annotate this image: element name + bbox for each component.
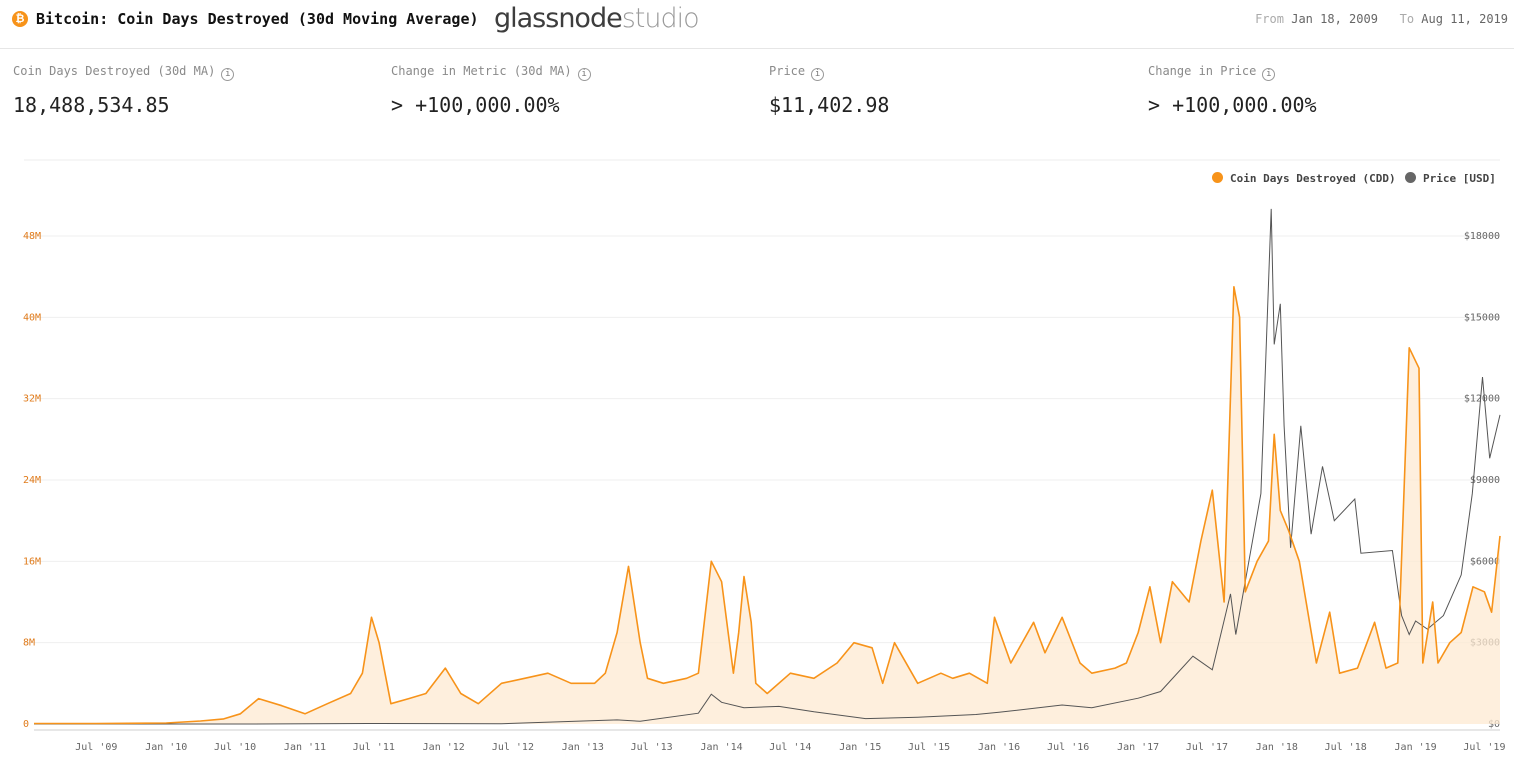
stat-change-metric: Change in Metric (30d MA) i > +100,000.00… (391, 64, 591, 117)
from-date[interactable]: Jan 18, 2009 (1291, 12, 1378, 26)
x-axis-tick: Jan '18 (1256, 742, 1298, 753)
header-bar: ₿ Bitcoin: Coin Days Destroyed (30d Movi… (0, 0, 1514, 49)
legend-item-price[interactable]: Price [USD] (1405, 172, 1496, 185)
x-axis-tick: Jul '19 (1463, 742, 1505, 753)
stat-label: Change in Metric (30d MA) (391, 64, 572, 78)
x-axis-tick: Jul '11 (353, 742, 395, 753)
legend-label: Coin Days Destroyed (CDD) (1230, 172, 1396, 185)
brand-sub: studio (621, 3, 700, 34)
x-axis-tick: Jul '09 (75, 742, 117, 753)
right-axis-tick: $12000 (1464, 394, 1500, 405)
x-axis-tick: Jan '17 (1117, 742, 1159, 753)
left-axis-tick: 8M (23, 638, 35, 649)
to-label: To (1399, 12, 1415, 26)
left-axis-tick: 48M (23, 231, 41, 242)
stat-cdd: Coin Days Destroyed (30d MA) i 18,488,534… (13, 64, 235, 117)
left-axis-tick: 32M (23, 394, 41, 405)
x-axis-tick: Jan '16 (978, 742, 1020, 753)
date-range[interactable]: From Jan 18, 2009 To Aug 11, 2019 (1255, 12, 1508, 26)
info-icon[interactable]: i (1262, 68, 1276, 81)
right-axis-tick: $15000 (1464, 312, 1500, 323)
info-icon[interactable]: i (577, 68, 591, 81)
stat-label: Price (769, 64, 806, 78)
x-axis-tick: Jul '16 (1047, 742, 1089, 753)
right-axis-tick: $3000 (1470, 638, 1500, 649)
legend-label: Price [USD] (1423, 172, 1496, 185)
x-axis-tick: Jul '17 (1186, 742, 1228, 753)
left-axis-tick: 16M (23, 556, 41, 567)
right-axis-tick: $9000 (1470, 475, 1500, 486)
x-axis-tick: Jan '19 (1395, 742, 1437, 753)
x-axis-tick: Jul '13 (631, 742, 673, 753)
from-label: From (1255, 12, 1284, 26)
right-axis-tick: $18000 (1464, 231, 1500, 242)
stat-label: Change in Price (1148, 64, 1257, 78)
x-axis-tick: Jul '14 (769, 742, 811, 753)
stat-value: > +100,000.00% (391, 93, 560, 117)
brand-main: glassnode (494, 3, 623, 34)
bitcoin-icon: ₿ (12, 11, 28, 27)
x-axis-tick: Jul '12 (492, 742, 534, 753)
page-title: Bitcoin: Coin Days Destroyed (30d Moving… (36, 10, 479, 28)
left-axis-tick: 24M (23, 475, 41, 486)
x-axis-tick: Jan '10 (145, 742, 187, 753)
x-axis-tick: Jan '12 (423, 742, 465, 753)
legend-dot-cdd (1212, 172, 1223, 183)
stat-value: $11,402.98 (769, 93, 890, 117)
x-axis-tick: Jul '18 (1325, 742, 1367, 753)
x-axis-tick: Jan '15 (839, 742, 881, 753)
to-date[interactable]: Aug 11, 2019 (1421, 12, 1508, 26)
x-axis-tick: Jul '10 (214, 742, 256, 753)
x-axis-tick: Jan '11 (284, 742, 326, 753)
legend-item-cdd[interactable]: Coin Days Destroyed (CDD) (1212, 172, 1396, 185)
x-axis-tick: Jul '15 (908, 742, 950, 753)
stat-value: 18,488,534.85 (13, 93, 170, 117)
info-icon[interactable]: i (221, 68, 235, 81)
left-axis-tick: 0 (23, 719, 29, 730)
info-icon[interactable]: i (811, 68, 825, 81)
stat-change-price: Change in Price i > +100,000.00% (1148, 64, 1317, 117)
right-axis-tick: $6000 (1470, 556, 1500, 567)
x-axis-tick: Jan '13 (562, 742, 604, 753)
stat-price: Price i $11,402.98 (769, 64, 889, 117)
stat-label: Coin Days Destroyed (30d MA) (13, 64, 216, 78)
cdd-series-line (34, 286, 1501, 725)
cdd-area-fill (34, 286, 1500, 724)
stat-value: > +100,000.00% (1148, 93, 1317, 117)
x-axis-tick: Jan '14 (701, 742, 743, 753)
price-series-line (34, 208, 1501, 725)
right-axis-tick: $0 (1488, 719, 1500, 730)
legend-dot-price (1405, 172, 1416, 183)
brand-logo[interactable]: glassnodestudio (494, 3, 700, 34)
left-axis-tick: 40M (23, 312, 41, 323)
